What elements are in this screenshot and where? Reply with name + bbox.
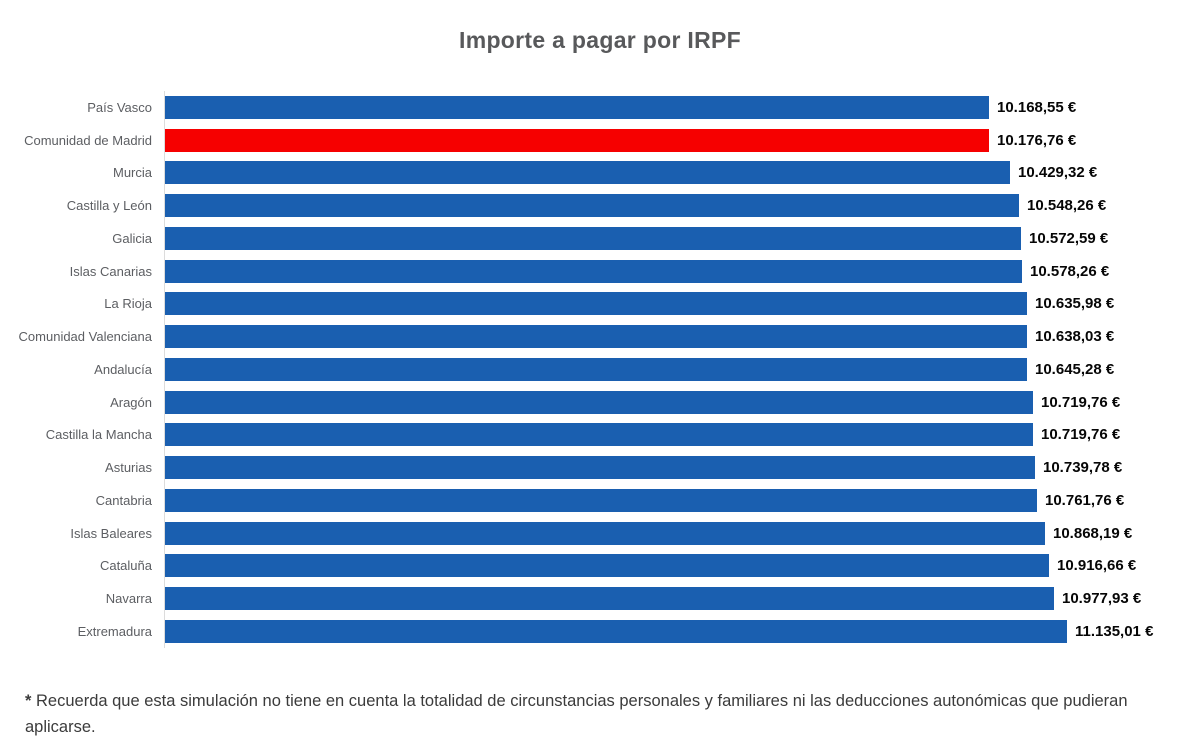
chart-row: Castilla y León 10.548,26 € [0,189,1200,222]
value-label: 10.868,19 € [1053,524,1133,542]
value-label: 10.168,55 € [997,98,1077,116]
category-label: Aragón [110,394,152,410]
plot-area: 10.977,93 € [164,582,1200,615]
bar [165,161,1010,185]
plot-area: 10.719,76 € [164,418,1200,452]
chart-row: Aragón 10.719,76 € [0,385,1200,419]
value-label: 10.638,03 € [1035,328,1115,346]
category-label: Islas Baleares [70,525,152,541]
chart-row: Galicia 10.572,59 € [0,222,1200,255]
plot-area: 10.572,59 € [164,222,1200,255]
bar [165,521,1045,545]
chart-row: Comunidad de Madrid 10.176,76 € [0,123,1200,157]
category-label: Castilla la Mancha [45,427,152,443]
plot-area: 10.578,26 € [164,254,1200,288]
category-label: Castilla y León [66,198,152,214]
bar [165,259,1022,283]
plot-area: 10.548,26 € [164,189,1200,222]
value-label: 10.578,26 € [1030,262,1110,280]
chart-row: Asturias 10.739,78 € [0,451,1200,484]
chart-row: Murcia 10.429,32 € [0,156,1200,190]
bar [165,292,1027,316]
value-label: 10.572,59 € [1029,229,1109,247]
bar [165,325,1027,349]
bar [165,423,1033,447]
plot-area: 11.135,01 € [164,615,1200,648]
footnote: * Recuerda que esta simulación no tiene … [25,688,1175,741]
category-label: Cantabria [95,492,152,508]
plot-area: 10.635,98 € [164,287,1200,321]
value-label: 10.977,93 € [1062,590,1142,608]
bar [165,554,1049,578]
bar [165,95,989,119]
bar-chart: País Vasco 10.168,55 € Comunidad de Madr… [0,91,1200,648]
value-label: 10.739,78 € [1043,459,1123,477]
category-label: Comunidad Valenciana [18,329,152,345]
category-label: Andalucía [94,361,152,377]
plot-area: 10.739,78 € [164,451,1200,484]
chart-row: Cantabria 10.761,76 € [0,484,1200,517]
bar [165,128,989,152]
value-label: 10.176,76 € [997,131,1077,149]
page-title: Importe a pagar por IRPF [459,27,741,53]
chart-row: La Rioja 10.635,98 € [0,287,1200,321]
value-label: 10.719,76 € [1041,426,1121,444]
value-label: 10.635,98 € [1035,295,1115,313]
footnote-marker: * [25,692,32,710]
bar [165,194,1019,218]
value-label: 10.645,28 € [1035,360,1115,378]
value-label: 10.761,76 € [1045,491,1125,509]
chart-row: Navarra 10.977,93 € [0,582,1200,615]
bar [165,390,1033,414]
value-label: 10.916,66 € [1057,557,1137,575]
value-label: 11.135,01 € [1075,622,1154,640]
bar [165,357,1027,381]
category-label: La Rioja [104,296,152,312]
plot-area: 10.168,55 € [164,91,1200,124]
plot-area: 10.645,28 € [164,353,1200,386]
chart-row: Extremadura 11.135,01 € [0,615,1200,648]
bar [165,226,1021,250]
category-label: Murcia [112,165,152,181]
chart-row: Islas Canarias 10.578,26 € [0,254,1200,288]
category-label: Navarra [105,591,152,607]
footnote-text: Recuerda que esta simulación no tiene en… [25,692,1128,737]
plot-area: 10.638,03 € [164,320,1200,353]
category-label: Galicia [112,230,152,246]
chart-row: Comunidad Valenciana 10.638,03 € [0,320,1200,353]
plot-area: 10.916,66 € [164,549,1200,583]
category-label: Comunidad de Madrid [24,132,152,148]
bar [165,619,1067,643]
category-label: Asturias [105,460,152,476]
plot-area: 10.429,32 € [164,156,1200,190]
plot-area: 10.868,19 € [164,516,1200,550]
chart-row: Cataluña 10.916,66 € [0,549,1200,583]
value-label: 10.548,26 € [1027,197,1107,215]
chart-row: País Vasco 10.168,55 € [0,91,1200,124]
bar [165,587,1054,611]
category-label: Cataluña [99,558,152,574]
bar [165,456,1035,480]
category-label: Extremadura [77,623,152,639]
chart-row: Castilla la Mancha 10.719,76 € [0,418,1200,452]
plot-area: 10.719,76 € [164,385,1200,419]
plot-area: 10.761,76 € [164,484,1200,517]
chart-rows: País Vasco 10.168,55 € Comunidad de Madr… [0,91,1200,648]
value-label: 10.719,76 € [1041,393,1121,411]
category-label: Islas Canarias [69,263,152,279]
chart-row: Islas Baleares 10.868,19 € [0,516,1200,550]
bar [165,488,1037,512]
plot-area: 10.176,76 € [164,123,1200,157]
chart-row: Andalucía 10.645,28 € [0,353,1200,386]
category-label: País Vasco [87,99,152,115]
value-label: 10.429,32 € [1018,164,1098,182]
